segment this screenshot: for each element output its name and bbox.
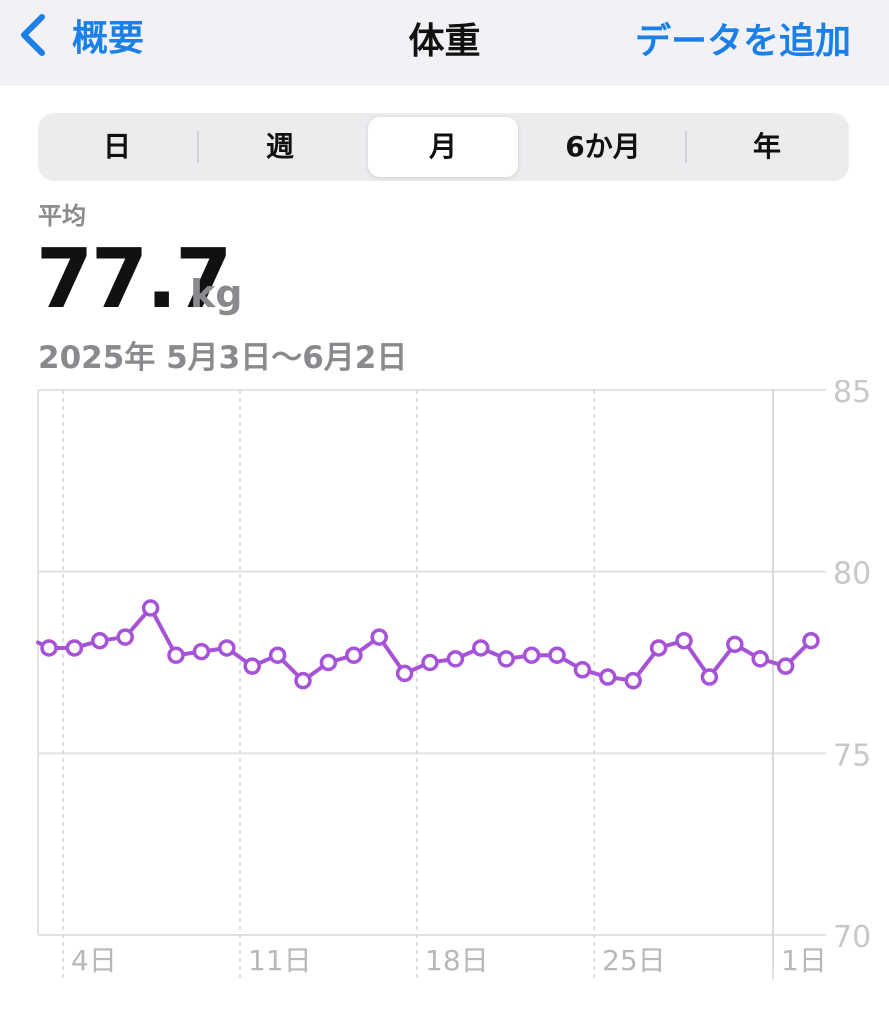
- back-label: 概要: [72, 18, 145, 59]
- data-point: [268, 646, 287, 664]
- segment-six-months[interactable]: 6か月: [565, 130, 641, 163]
- data-point: [599, 668, 617, 686]
- data-point: [573, 661, 592, 679]
- navigation-bar: 概要 体重 データを追加: [0, 0, 889, 86]
- segment-month[interactable]: 月: [368, 117, 518, 177]
- segment-divider: [197, 131, 199, 163]
- data-point: [167, 646, 185, 664]
- data-point: [91, 631, 109, 650]
- x-tick-label: 1日: [781, 944, 827, 977]
- data-point: [472, 639, 490, 657]
- data-point: [65, 639, 84, 657]
- data-point: [421, 653, 439, 672]
- average-label: 平均: [38, 202, 86, 230]
- data-point: [116, 628, 134, 646]
- y-tick-label: 85: [833, 380, 871, 410]
- data-point: [243, 657, 261, 675]
- segment-day[interactable]: 日: [102, 130, 131, 163]
- back-button[interactable]: 概要: [16, 10, 144, 60]
- data-point: [345, 646, 363, 664]
- data-point: [649, 639, 668, 657]
- data-point: [192, 642, 211, 661]
- date-range: 2025年 5月3日〜6月2日: [38, 340, 408, 376]
- data-point: [675, 631, 693, 650]
- data-point: [497, 650, 515, 668]
- x-tick-label: 4日: [71, 944, 117, 977]
- x-tick-label: 25日: [602, 944, 666, 977]
- data-point: [218, 639, 236, 657]
- chevron-left-icon: [21, 14, 45, 56]
- data-point: [776, 657, 795, 675]
- data-point: [802, 631, 820, 650]
- data-point: [446, 650, 465, 668]
- data-point: [624, 671, 642, 690]
- data-point: [40, 639, 58, 657]
- add-data-button[interactable]: データを追加: [634, 21, 851, 62]
- data-point: [548, 646, 566, 664]
- data-point: [751, 650, 769, 668]
- x-tick-label: 11日: [248, 944, 312, 977]
- data-point: [370, 628, 388, 646]
- y-tick-label: 80: [833, 557, 871, 592]
- segment-divider: [685, 131, 687, 163]
- segment-week[interactable]: 週: [265, 130, 294, 163]
- weight-series-line: [36, 606, 813, 683]
- data-point: [294, 671, 312, 690]
- data-point: [319, 653, 338, 672]
- weight-line-chart[interactable]: 85 80 75 70 4日 11日 18日 25日 1日: [0, 380, 889, 990]
- segment-year[interactable]: 年: [752, 130, 781, 163]
- data-point: [726, 635, 744, 654]
- data-point: [522, 646, 541, 664]
- average-value: 77.7: [36, 232, 232, 327]
- x-tick-label: 18日: [425, 944, 489, 977]
- y-tick-label: 75: [833, 738, 871, 773]
- y-tick-label: 70: [833, 920, 871, 955]
- data-point: [395, 664, 414, 683]
- average-unit: kg: [190, 272, 243, 316]
- period-segmented-control: 日 週 月 6か月 年: [38, 113, 849, 181]
- data-point: [141, 599, 160, 617]
- data-point: [700, 668, 719, 686]
